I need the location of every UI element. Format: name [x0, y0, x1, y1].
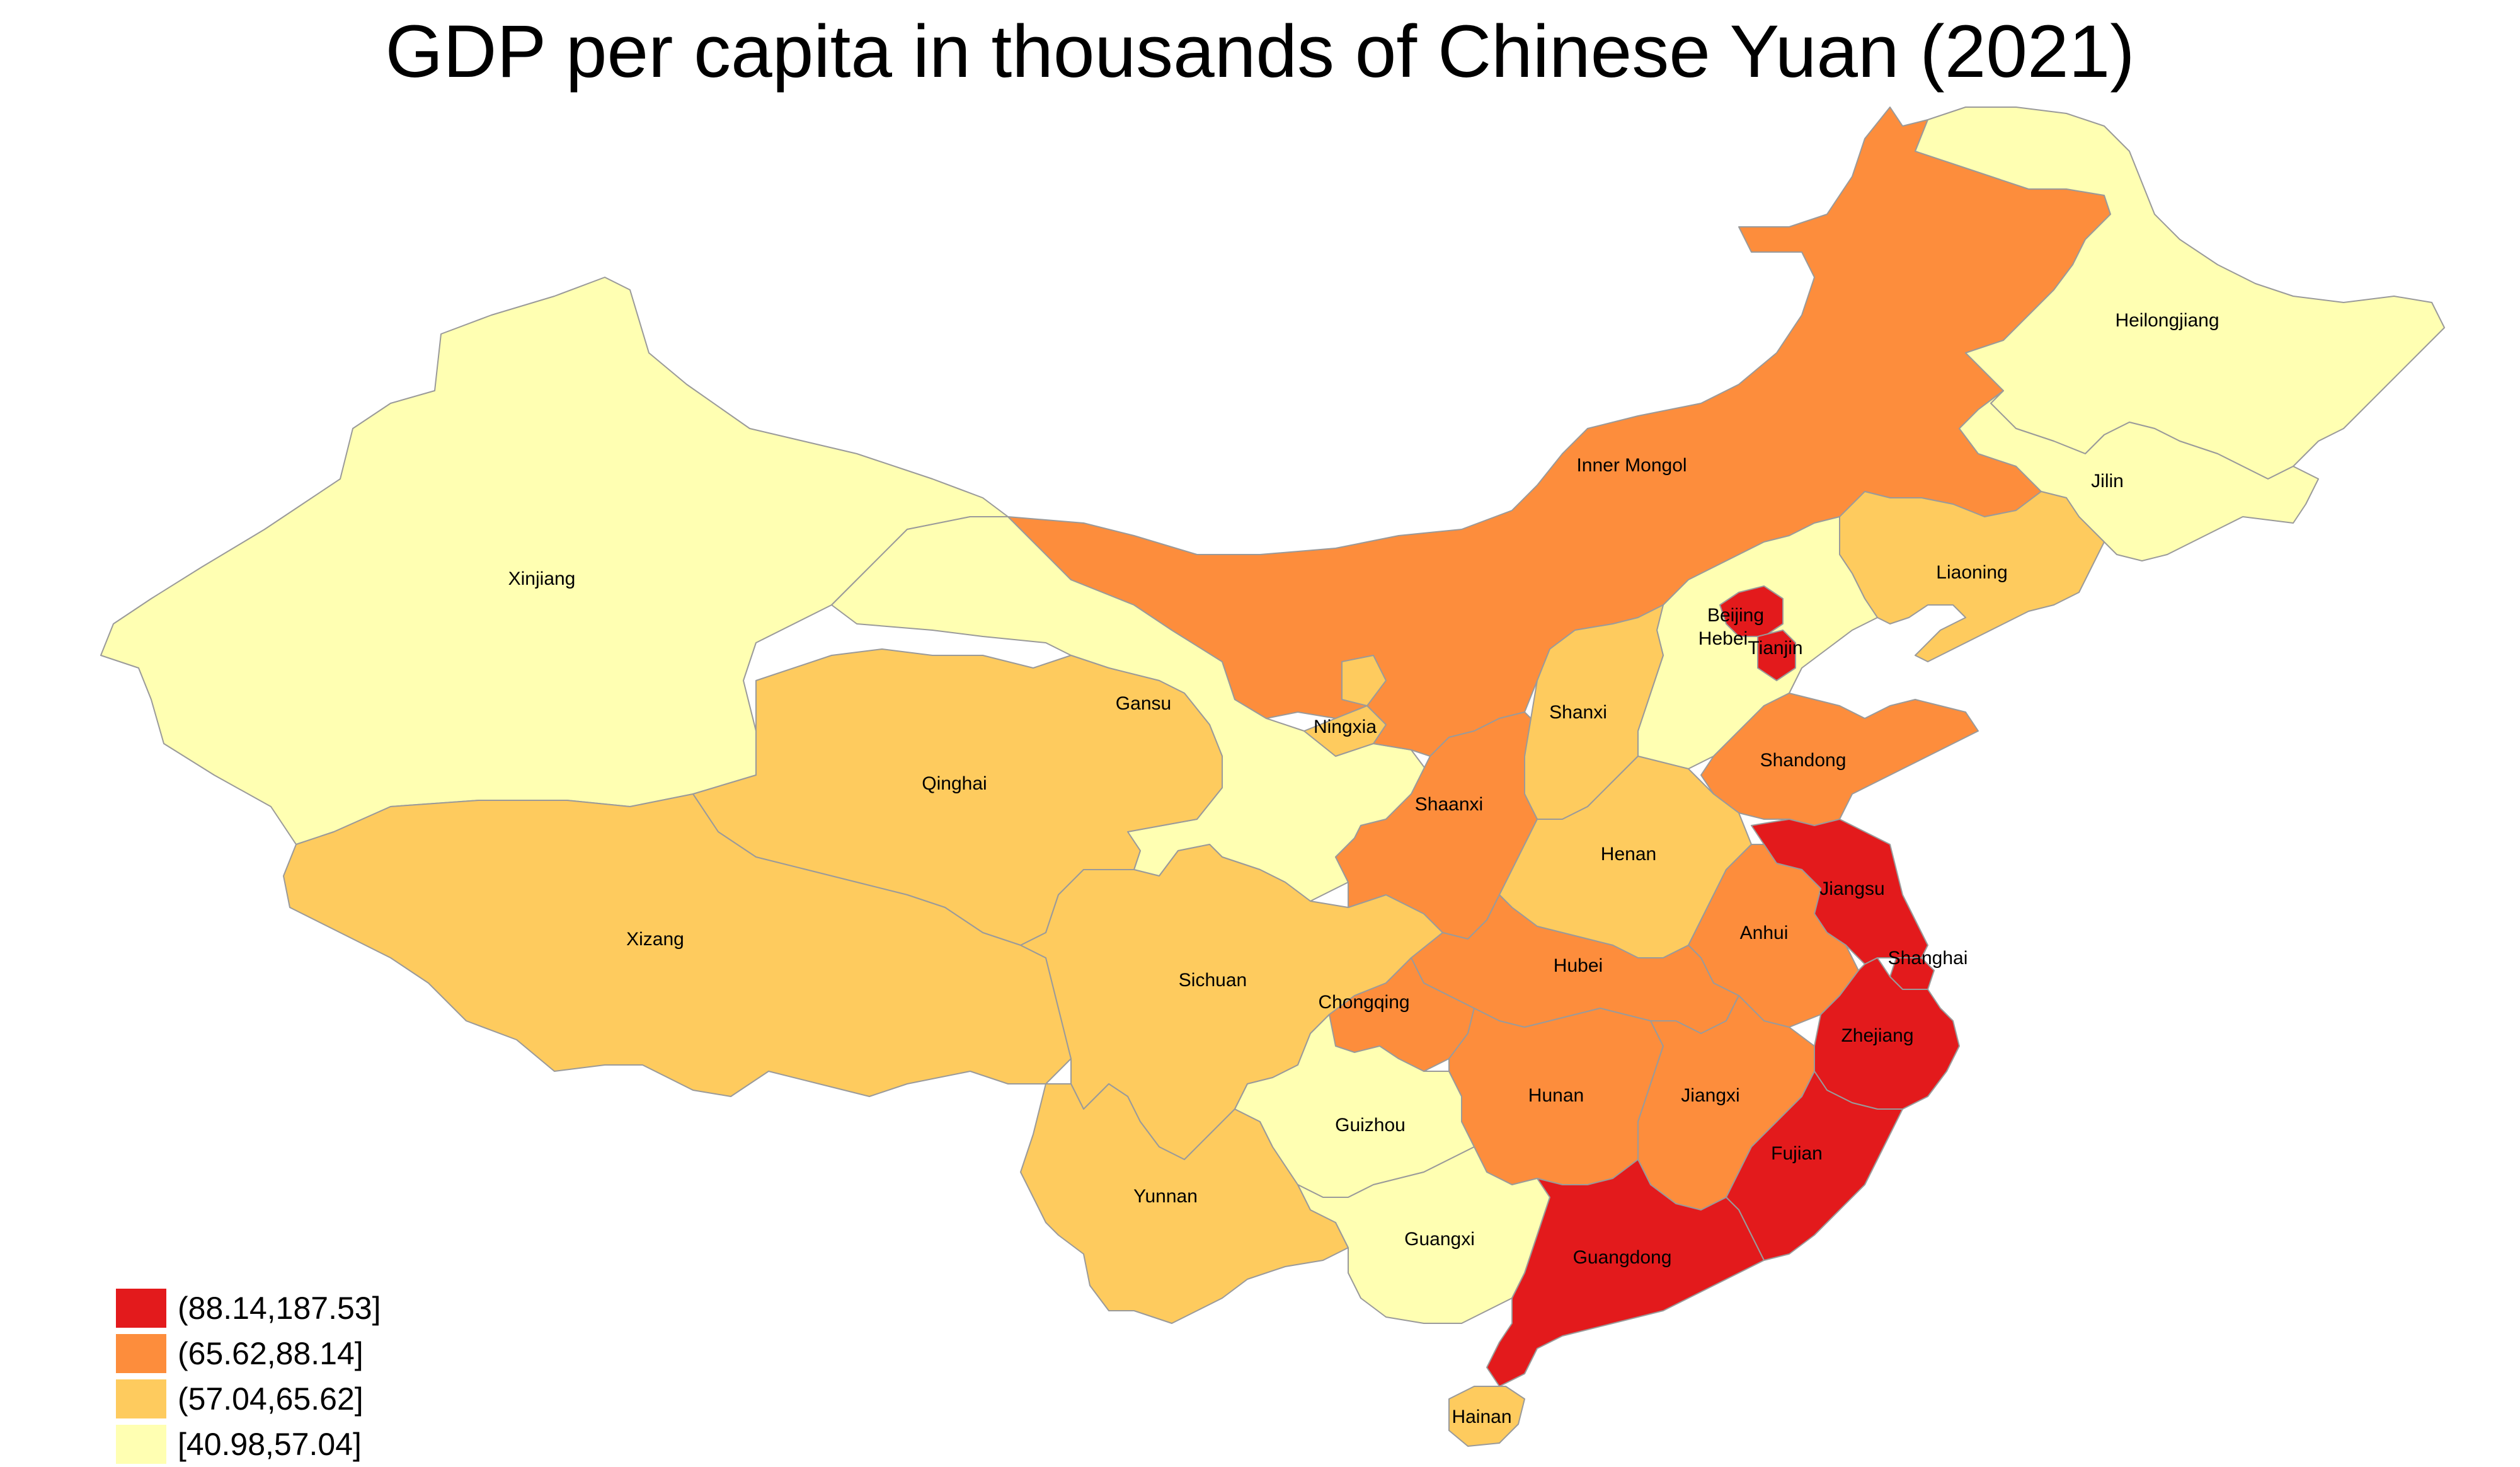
map-title: GDP per capita in thousands of Chinese Y… — [385, 10, 2135, 93]
label-hainan: Hainan — [1452, 1407, 1511, 1427]
label-jiangsu: Jiangsu — [1819, 878, 1884, 899]
legend-item: (65.62,88.14] — [116, 1331, 381, 1376]
province-fujian[interactable] — [1726, 1071, 1903, 1261]
label-xizang: Xizang — [626, 929, 684, 950]
province-liaoning[interactable] — [1839, 491, 2105, 662]
legend-label: (88.14,187.53] — [178, 1291, 381, 1326]
province-hainan[interactable] — [1448, 1386, 1525, 1447]
label-shandong: Shandong — [1760, 750, 1847, 771]
label-henan: Henan — [1601, 844, 1656, 865]
label-beijing: Beijing — [1707, 605, 1764, 626]
label-qinghai: Qinghai — [922, 773, 987, 794]
legend-swatch — [116, 1425, 166, 1464]
label-heilongjiang: Heilongjiang — [2115, 310, 2219, 331]
legend-label: [40.98,57.04] — [178, 1427, 362, 1462]
province-guangdong[interactable] — [1486, 1159, 1765, 1387]
label-gansu: Gansu — [1116, 693, 1171, 714]
label-sichuan: Sichuan — [1179, 970, 1247, 991]
legend-swatch — [116, 1334, 166, 1373]
province-tianjin[interactable] — [1757, 630, 1796, 681]
label-guangxi: Guangxi — [1404, 1229, 1475, 1250]
province-shandong[interactable] — [1700, 693, 1979, 826]
label-shanxi: Shanxi — [1549, 702, 1607, 723]
legend-label: (65.62,88.14] — [178, 1336, 364, 1371]
label-anhui: Anhui — [1740, 923, 1789, 943]
label-ningxia: Ningxia — [1314, 716, 1377, 737]
province-yunnan[interactable] — [1020, 1083, 1349, 1324]
province-ningxia[interactable] — [1303, 655, 1387, 757]
label-zhejiang: Zhejiang — [1841, 1025, 1913, 1046]
label-jiangxi: Jiangxi — [1681, 1085, 1739, 1106]
province-xizang[interactable] — [283, 793, 1072, 1097]
label-guangdong: Guangdong — [1573, 1247, 1672, 1268]
label-hubei: Hubei — [1554, 955, 1603, 976]
label-yunnan: Yunnan — [1133, 1186, 1198, 1207]
label-inner-mongol: Inner Mongol — [1576, 455, 1687, 476]
label-guizhou: Guizhou — [1335, 1115, 1406, 1136]
legend-item: (57.04,65.62] — [116, 1376, 381, 1422]
label-jilin: Jilin — [2091, 471, 2124, 492]
label-chongqing: Chongqing — [1318, 992, 1409, 1013]
legend-item: (88.14,187.53] — [116, 1286, 381, 1331]
label-hunan: Hunan — [1528, 1085, 1584, 1106]
legend-swatch — [116, 1379, 166, 1418]
legend-label: (57.04,65.62] — [178, 1381, 364, 1417]
label-hebei: Hebei — [1698, 628, 1748, 649]
label-tianjin: Tianjin — [1748, 638, 1802, 659]
label-shanghai: Shanghai — [1888, 948, 1968, 969]
label-xinjiang: Xinjiang — [508, 568, 576, 589]
label-liaoning: Liaoning — [1936, 562, 2007, 583]
label-fujian: Fujian — [1771, 1143, 1823, 1164]
legend-item: [40.98,57.04] — [116, 1422, 381, 1467]
province-beijing[interactable] — [1719, 585, 1784, 637]
legend-swatch — [116, 1289, 166, 1328]
map-legend: (88.14,187.53] (65.62,88.14] (57.04,65.6… — [116, 1286, 381, 1467]
label-shaanxi: Shaanxi — [1415, 794, 1483, 815]
